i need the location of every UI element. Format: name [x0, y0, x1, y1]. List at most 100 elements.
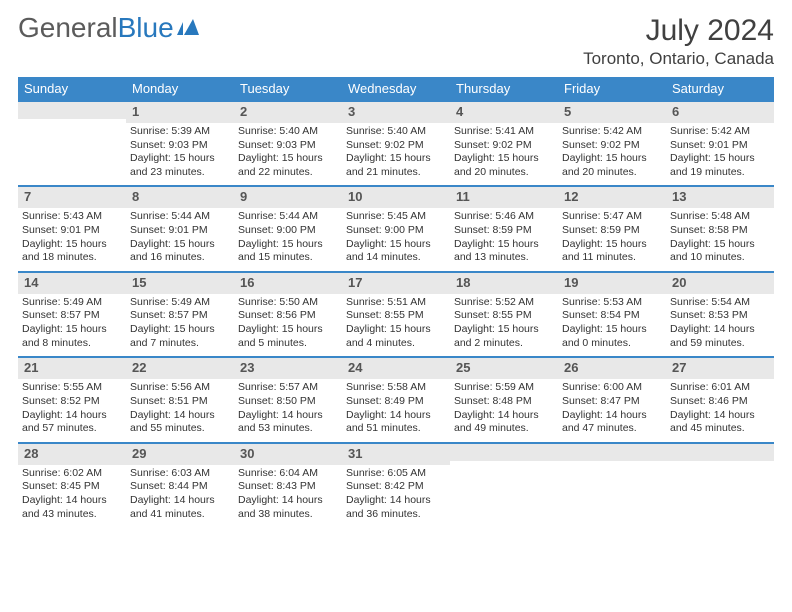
day-number: 10 [342, 185, 450, 208]
sunset-text: Sunset: 8:53 PM [670, 309, 770, 323]
sunrise-text: Sunrise: 6:05 AM [346, 467, 446, 481]
sunset-text: Sunset: 9:00 PM [238, 224, 338, 238]
day-body: Sunrise: 5:44 AMSunset: 9:01 PMDaylight:… [126, 208, 234, 271]
calendar-day-cell [558, 442, 666, 527]
day-body: Sunrise: 5:59 AMSunset: 8:48 PMDaylight:… [450, 379, 558, 442]
weekday-header: Tuesday [234, 77, 342, 100]
day-number: 11 [450, 185, 558, 208]
day-body: Sunrise: 6:00 AMSunset: 8:47 PMDaylight:… [558, 379, 666, 442]
calendar-day-cell: 7Sunrise: 5:43 AMSunset: 9:01 PMDaylight… [18, 185, 126, 270]
calendar-day-cell: 9Sunrise: 5:44 AMSunset: 9:00 PMDaylight… [234, 185, 342, 270]
calendar-day-cell [18, 100, 126, 185]
sunset-text: Sunset: 9:01 PM [22, 224, 122, 238]
sunrise-text: Sunrise: 6:04 AM [238, 467, 338, 481]
sunrise-text: Sunrise: 5:44 AM [238, 210, 338, 224]
sunset-text: Sunset: 8:43 PM [238, 480, 338, 494]
sunset-text: Sunset: 8:52 PM [22, 395, 122, 409]
day-number: 23 [234, 356, 342, 379]
day-number: 3 [342, 100, 450, 123]
day-number: 29 [126, 442, 234, 465]
daylight-text: Daylight: 14 hours and 59 minutes. [670, 323, 770, 350]
calendar-day-cell: 31Sunrise: 6:05 AMSunset: 8:42 PMDayligh… [342, 442, 450, 527]
calendar-day-cell: 13Sunrise: 5:48 AMSunset: 8:58 PMDayligh… [666, 185, 774, 270]
weekday-header: Thursday [450, 77, 558, 100]
daylight-text: Daylight: 15 hours and 15 minutes. [238, 238, 338, 265]
calendar-day-cell: 17Sunrise: 5:51 AMSunset: 8:55 PMDayligh… [342, 271, 450, 356]
sunset-text: Sunset: 8:49 PM [346, 395, 446, 409]
sunset-text: Sunset: 9:03 PM [238, 139, 338, 153]
weekday-header: Monday [126, 77, 234, 100]
calendar-header-row: SundayMondayTuesdayWednesdayThursdayFrid… [18, 77, 774, 100]
calendar-day-cell: 2Sunrise: 5:40 AMSunset: 9:03 PMDaylight… [234, 100, 342, 185]
sunset-text: Sunset: 8:59 PM [562, 224, 662, 238]
sunrise-text: Sunrise: 5:53 AM [562, 296, 662, 310]
sunset-text: Sunset: 8:55 PM [454, 309, 554, 323]
day-body: Sunrise: 5:39 AMSunset: 9:03 PMDaylight:… [126, 123, 234, 186]
sunset-text: Sunset: 8:42 PM [346, 480, 446, 494]
day-number: 28 [18, 442, 126, 465]
calendar-day-cell: 26Sunrise: 6:00 AMSunset: 8:47 PMDayligh… [558, 356, 666, 441]
calendar-day-cell: 14Sunrise: 5:49 AMSunset: 8:57 PMDayligh… [18, 271, 126, 356]
flag-icon [177, 14, 199, 42]
sunrise-text: Sunrise: 5:58 AM [346, 381, 446, 395]
calendar-day-cell: 4Sunrise: 5:41 AMSunset: 9:02 PMDaylight… [450, 100, 558, 185]
day-number: 16 [234, 271, 342, 294]
day-number: 6 [666, 100, 774, 123]
sunset-text: Sunset: 9:03 PM [130, 139, 230, 153]
calendar-day-cell [666, 442, 774, 527]
sunrise-text: Sunrise: 6:00 AM [562, 381, 662, 395]
daylight-text: Daylight: 15 hours and 10 minutes. [670, 238, 770, 265]
day-body: Sunrise: 6:03 AMSunset: 8:44 PMDaylight:… [126, 465, 234, 528]
calendar-day-cell: 8Sunrise: 5:44 AMSunset: 9:01 PMDaylight… [126, 185, 234, 270]
calendar-day-cell: 27Sunrise: 6:01 AMSunset: 8:46 PMDayligh… [666, 356, 774, 441]
sunrise-text: Sunrise: 5:44 AM [130, 210, 230, 224]
calendar-day-cell: 28Sunrise: 6:02 AMSunset: 8:45 PMDayligh… [18, 442, 126, 527]
day-body: Sunrise: 5:40 AMSunset: 9:02 PMDaylight:… [342, 123, 450, 186]
daylight-text: Daylight: 15 hours and 18 minutes. [22, 238, 122, 265]
sunset-text: Sunset: 8:54 PM [562, 309, 662, 323]
sunrise-text: Sunrise: 6:03 AM [130, 467, 230, 481]
day-body: Sunrise: 5:42 AMSunset: 9:02 PMDaylight:… [558, 123, 666, 186]
daylight-text: Daylight: 15 hours and 14 minutes. [346, 238, 446, 265]
calendar-day-cell: 21Sunrise: 5:55 AMSunset: 8:52 PMDayligh… [18, 356, 126, 441]
day-body: Sunrise: 5:54 AMSunset: 8:53 PMDaylight:… [666, 294, 774, 357]
logo-text-general: General [18, 14, 118, 42]
day-body: Sunrise: 5:58 AMSunset: 8:49 PMDaylight:… [342, 379, 450, 442]
sunset-text: Sunset: 8:46 PM [670, 395, 770, 409]
weekday-header: Saturday [666, 77, 774, 100]
day-body-empty [18, 119, 126, 177]
day-number: 25 [450, 356, 558, 379]
sunrise-text: Sunrise: 5:51 AM [346, 296, 446, 310]
sunset-text: Sunset: 8:57 PM [130, 309, 230, 323]
day-number: 15 [126, 271, 234, 294]
daylight-text: Daylight: 15 hours and 19 minutes. [670, 152, 770, 179]
month-title: July 2024 [583, 14, 774, 47]
day-body: Sunrise: 5:48 AMSunset: 8:58 PMDaylight:… [666, 208, 774, 271]
daylight-text: Daylight: 14 hours and 41 minutes. [130, 494, 230, 521]
day-number: 22 [126, 356, 234, 379]
sunset-text: Sunset: 8:47 PM [562, 395, 662, 409]
sunset-text: Sunset: 9:02 PM [562, 139, 662, 153]
title-block: July 2024 Toronto, Ontario, Canada [583, 14, 774, 69]
daylight-text: Daylight: 14 hours and 47 minutes. [562, 409, 662, 436]
day-number: 24 [342, 356, 450, 379]
daylight-text: Daylight: 14 hours and 55 minutes. [130, 409, 230, 436]
sunrise-text: Sunrise: 5:57 AM [238, 381, 338, 395]
calendar-week-row: 7Sunrise: 5:43 AMSunset: 9:01 PMDaylight… [18, 185, 774, 270]
sunrise-text: Sunrise: 5:39 AM [130, 125, 230, 139]
calendar-body: 1Sunrise: 5:39 AMSunset: 9:03 PMDaylight… [18, 100, 774, 527]
day-body: Sunrise: 5:51 AMSunset: 8:55 PMDaylight:… [342, 294, 450, 357]
day-body: Sunrise: 5:43 AMSunset: 9:01 PMDaylight:… [18, 208, 126, 271]
sunset-text: Sunset: 8:50 PM [238, 395, 338, 409]
day-body: Sunrise: 6:04 AMSunset: 8:43 PMDaylight:… [234, 465, 342, 528]
daylight-text: Daylight: 15 hours and 23 minutes. [130, 152, 230, 179]
daylight-text: Daylight: 15 hours and 20 minutes. [562, 152, 662, 179]
day-body: Sunrise: 6:02 AMSunset: 8:45 PMDaylight:… [18, 465, 126, 528]
day-number: 30 [234, 442, 342, 465]
daylight-text: Daylight: 14 hours and 45 minutes. [670, 409, 770, 436]
daylight-text: Daylight: 15 hours and 21 minutes. [346, 152, 446, 179]
daylight-text: Daylight: 14 hours and 36 minutes. [346, 494, 446, 521]
sunrise-text: Sunrise: 5:41 AM [454, 125, 554, 139]
sunrise-text: Sunrise: 5:49 AM [22, 296, 122, 310]
day-number: 20 [666, 271, 774, 294]
